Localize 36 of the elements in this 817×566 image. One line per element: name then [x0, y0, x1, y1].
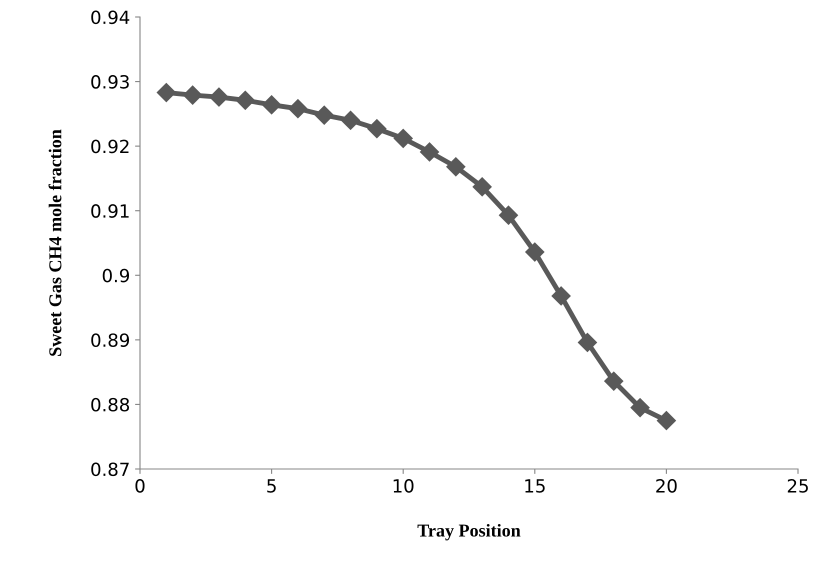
y-tick-label: 0.94: [91, 10, 130, 24]
point: [156, 83, 176, 102]
x-tick-label: 10: [394, 479, 414, 493]
y-axis-title: Sweet Gas CH4 mole fraction: [48, 129, 62, 356]
point: [209, 88, 228, 107]
y-tick-label: 0.87: [91, 462, 129, 476]
x-axis-title: Tray Position: [418, 524, 520, 540]
point: [367, 119, 386, 138]
point: [420, 142, 440, 162]
point: [262, 95, 282, 114]
point: [525, 242, 544, 262]
point: [630, 398, 650, 418]
y-tick-label: 0.88: [91, 398, 130, 412]
x-tick-label: 20: [656, 479, 677, 493]
y-tick-label: 0.89: [91, 333, 130, 347]
point: [552, 286, 571, 306]
y-tick-label: 0.93: [91, 75, 129, 89]
x-tick-label: 15: [525, 479, 545, 493]
y-tick-label: 0.91: [91, 204, 129, 218]
x-tick-label: 5: [267, 479, 276, 493]
x-tick-label: 0: [135, 479, 145, 493]
x-tick-label: 25: [788, 479, 808, 493]
point: [578, 332, 597, 352]
point: [183, 86, 202, 105]
point: [498, 206, 518, 225]
point: [472, 177, 492, 196]
point: [604, 372, 624, 391]
point: [314, 106, 334, 125]
point: [394, 128, 413, 148]
point: [341, 110, 360, 130]
point: [288, 99, 308, 118]
y-tick-label: 0.9: [102, 268, 130, 282]
y-tick-label: 0.92: [91, 140, 128, 154]
point: [236, 90, 255, 110]
point: [446, 157, 466, 176]
point: [656, 411, 676, 430]
